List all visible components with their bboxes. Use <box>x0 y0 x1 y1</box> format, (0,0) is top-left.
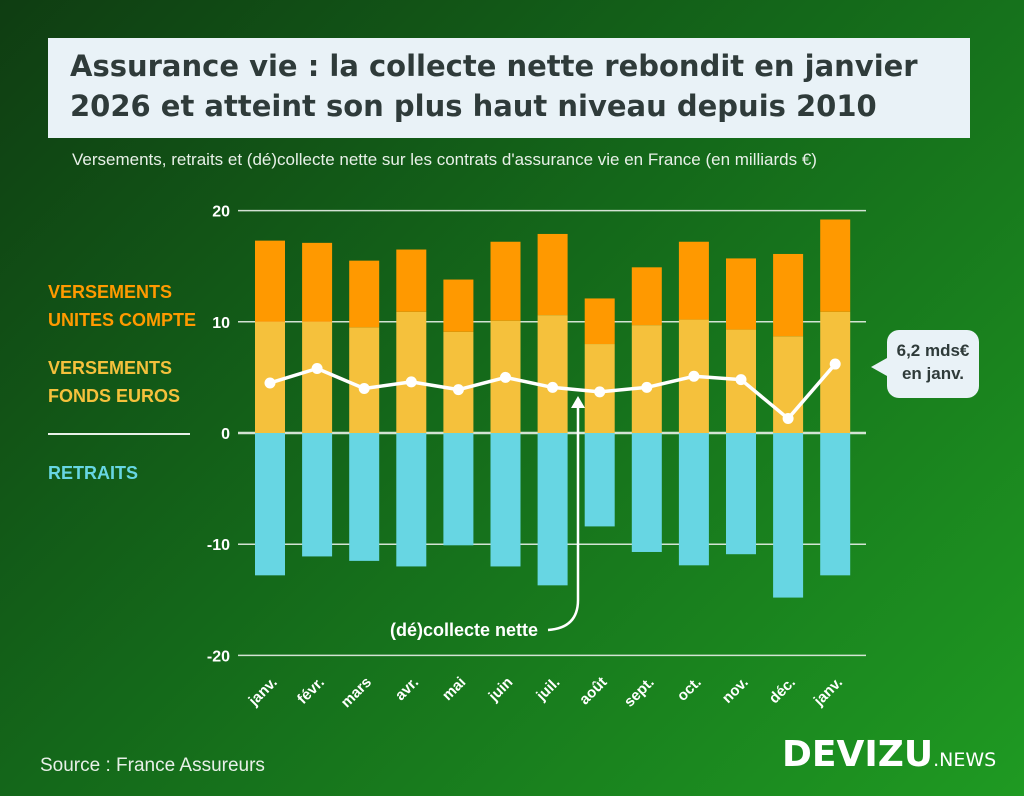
bar-retraits <box>584 433 615 527</box>
bar-unites-compte <box>584 298 615 345</box>
bar-fonds-euros <box>302 321 333 433</box>
x-tick-label: janv. <box>245 674 281 710</box>
logo: DEVIZU.NEWS <box>782 734 996 775</box>
logo-main: DEVIZU <box>782 734 934 775</box>
bar-unites-compte <box>773 253 804 337</box>
net-point <box>829 358 841 370</box>
title-line-2: 2026 et atteint son plus haut niveau dep… <box>70 89 877 123</box>
bar-retraits <box>302 433 333 557</box>
y-tick-label: 0 <box>221 426 230 443</box>
bar-unites-compte <box>678 241 709 320</box>
net-point <box>688 370 700 382</box>
logo-suffix: .NEWS <box>933 749 997 771</box>
bar-retraits <box>678 433 709 566</box>
chart-subtitle: Versements, retraits et (dé)collecte net… <box>72 150 817 169</box>
source: Source : France Assureurs <box>40 755 265 776</box>
x-tick-label: mars <box>338 674 375 711</box>
bar-retraits <box>349 433 380 561</box>
bar-fonds-euros <box>255 321 285 433</box>
x-tick-label: nov. <box>719 674 752 707</box>
x-tick-label: oct. <box>674 674 705 705</box>
y-tick-label: -10 <box>207 537 230 554</box>
callout-bubble: 6,2 mds€ en janv. <box>871 330 979 398</box>
bar-unites-compte <box>349 260 380 328</box>
bar-fonds-euros <box>443 331 474 433</box>
y-tick-label: 10 <box>212 315 230 332</box>
legend-uc-line2: UNITES COMPTE <box>48 310 197 330</box>
net-point <box>264 377 276 389</box>
bar-unites-compte <box>726 258 756 330</box>
bar-unites-compte <box>631 267 662 326</box>
net-point <box>452 384 464 396</box>
legend-retraits: RETRAITS <box>48 459 138 487</box>
legend-uc: VERSEMENTS UNITES COMPTE <box>48 278 196 334</box>
title-line-1: Assurance vie : la collecte nette rebond… <box>70 49 918 83</box>
x-tick-label: mai <box>439 674 469 704</box>
bar-retraits <box>631 433 662 552</box>
legend-euros-line1: VERSEMENTS <box>48 358 173 378</box>
annotation-arrow <box>547 402 580 632</box>
bar-retraits <box>820 433 851 576</box>
callout-line2: en janv. <box>901 364 965 383</box>
bar-unites-compte <box>537 233 568 316</box>
bar-retraits <box>726 433 756 555</box>
x-tick-label: avr. <box>392 674 422 704</box>
callout-line1: 6,2 mds€ <box>896 341 970 360</box>
bar-unites-compte <box>490 241 521 321</box>
bar-retraits <box>490 433 521 567</box>
legend-divider <box>48 433 190 435</box>
net-point <box>782 413 794 425</box>
bar-retraits <box>443 433 474 546</box>
bar-fonds-euros <box>396 311 427 433</box>
x-tick-label: juin <box>485 674 517 706</box>
bar-unites-compte <box>255 240 285 322</box>
bar-retraits <box>255 433 285 576</box>
bar-fonds-euros <box>349 327 380 433</box>
net-annotation: (dé)collecte nette <box>390 620 539 640</box>
title-box: Assurance vie : la collecte nette rebond… <box>48 38 970 138</box>
legend-retraits-label: RETRAITS <box>48 463 138 483</box>
bar-fonds-euros <box>537 315 568 433</box>
net-point <box>405 376 417 388</box>
bar-fonds-euros <box>631 325 662 433</box>
y-tick-label: -20 <box>207 648 230 665</box>
legend-euros: VERSEMENTS FONDS EUROS <box>48 354 180 410</box>
x-tick-label: juil. <box>532 674 563 705</box>
net-point <box>547 381 559 393</box>
net-point <box>311 363 323 375</box>
legend-euros-line2: FONDS EUROS <box>48 386 181 406</box>
net-point <box>358 383 370 395</box>
net-point <box>641 381 653 393</box>
x-tick-label: déc. <box>766 674 799 707</box>
legend-uc-line1: VERSEMENTS <box>48 282 173 302</box>
net-point <box>735 374 747 386</box>
x-tick-label: janv. <box>810 674 846 710</box>
bar-unites-compte <box>443 279 474 332</box>
x-tick-label: sept. <box>621 674 658 711</box>
net-point <box>594 386 606 398</box>
bar-retraits <box>537 433 568 586</box>
bar-unites-compte <box>820 219 851 312</box>
bar-retraits <box>773 433 804 598</box>
bar-retraits <box>396 433 427 567</box>
x-tick-label: févr. <box>294 674 328 708</box>
net-point <box>500 371 511 383</box>
x-tick-label: août <box>576 674 610 708</box>
bar-fonds-euros <box>820 311 851 433</box>
annotation-arrowhead <box>571 396 585 408</box>
bar-unites-compte <box>396 249 427 312</box>
bar-unites-compte <box>302 242 333 322</box>
y-tick-label: 20 <box>212 204 230 221</box>
